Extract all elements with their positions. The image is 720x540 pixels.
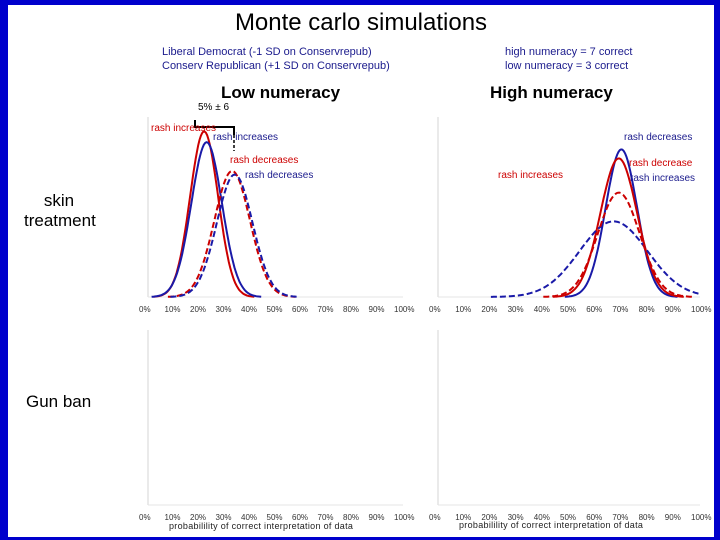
x-tick-label: 50%	[560, 513, 577, 522]
density-curve-panel1-series1	[552, 157, 684, 298]
legend-parties: Liberal Democrat (-1 SD on Conservrepub)…	[162, 45, 390, 73]
annotation-low-rash-increases-red: rash increases	[151, 123, 217, 134]
density-curve-panel1-series3	[543, 191, 694, 298]
x-tick-label: 20%	[481, 305, 498, 314]
annotation-low-rash-decreases-blue: rash decreases	[245, 170, 314, 181]
x-tick-label: 30%	[507, 513, 524, 522]
annotation-low-rash-decreases-red: rash decreases	[230, 155, 299, 166]
x-tick-label: 40%	[241, 305, 258, 314]
row-label-skin-treatment: skin treatment	[24, 191, 96, 231]
x-tick-label: 10%	[164, 513, 181, 522]
x-axis-label-left: probabilility of correct interpretation …	[169, 521, 354, 531]
x-tick-label: 0%	[429, 513, 441, 522]
x-tick-label: 10%	[455, 513, 472, 522]
x-tick-label: 80%	[343, 305, 360, 314]
x-axis-label-right: probabilility of correct interpretation …	[459, 520, 644, 530]
x-tick-label: 70%	[317, 513, 334, 522]
x-tick-label: 20%	[190, 305, 207, 314]
legend-high-numeracy: high numeracy = 7 correct	[505, 46, 633, 58]
x-tick-label: 60%	[586, 305, 603, 314]
panel-title-low-numeracy: Low numeracy	[221, 83, 341, 102]
legend-liberal-democrat: Liberal Democrat (-1 SD on Conservrepub)	[162, 46, 372, 58]
x-tick-label: 100%	[691, 513, 712, 522]
x-tick-label: 100%	[394, 305, 415, 314]
annotation-high-rash-decreases-blue: rash decreases	[624, 132, 693, 143]
difference-bracket	[194, 120, 235, 151]
x-tick-label: 0%	[139, 305, 151, 314]
x-tick-label: 10%	[164, 305, 181, 314]
x-tick-label: 40%	[241, 513, 258, 522]
x-tick-label: 80%	[343, 513, 360, 522]
x-tick-label: 100%	[394, 513, 415, 522]
density-curve-panel0-series1	[151, 141, 262, 298]
x-tick-label: 90%	[664, 305, 681, 314]
x-tick-label: 70%	[612, 305, 629, 314]
x-tick-label: 10%	[455, 305, 472, 314]
x-tick-label: 0%	[139, 513, 151, 522]
slide: Monte carlo simulations Liberal Democrat…	[8, 5, 714, 537]
annotation-high-rash-increases-red: rash increases	[498, 170, 564, 181]
x-tick-label: 20%	[481, 513, 498, 522]
x-tick-label: 60%	[586, 513, 603, 522]
slide-title: Monte carlo simulations	[234, 9, 488, 36]
row-label-skin: skin	[43, 191, 75, 210]
x-tick-label: 30%	[215, 305, 232, 314]
legend-low-numeracy: low numeracy = 3 correct	[505, 60, 629, 72]
x-tick-label: 20%	[190, 513, 207, 522]
x-tick-label: 80%	[638, 305, 655, 314]
density-curve-panel0-series3	[170, 173, 298, 298]
panel-title-high-numeracy: High numeracy	[490, 83, 613, 102]
x-tick-label: 30%	[215, 513, 232, 522]
x-tick-label: 60%	[292, 305, 309, 314]
row-label-gun-ban: Gun ban	[26, 392, 92, 411]
x-tick-label: 90%	[368, 513, 385, 522]
legend-conserv-republican: Conserv Republican (+1 SD on Conservrepu…	[162, 60, 390, 72]
x-tick-label: 100%	[691, 305, 712, 314]
density-curve-panel1-series0	[564, 148, 678, 298]
x-tick-label: 90%	[664, 513, 681, 522]
x-tick-label: 50%	[266, 305, 283, 314]
x-tick-label: 80%	[638, 513, 655, 522]
annotation-low-rash-increases-blue: rash increases	[213, 132, 279, 143]
row-label-treatment: treatment	[24, 211, 96, 230]
annotation-high-rash-increases-blue: rash increases	[630, 173, 696, 184]
x-tick-label: 40%	[533, 305, 550, 314]
x-tick-label: 60%	[292, 513, 309, 522]
legend-numeracy: high numeracy = 7 correct low numeracy =…	[505, 45, 632, 73]
density-curves	[151, 130, 700, 298]
density-curve-panel0-series2	[167, 170, 296, 298]
x-tick-label: 40%	[533, 513, 550, 522]
x-tick-label: 50%	[266, 513, 283, 522]
bracket-line	[194, 120, 235, 135]
bracket-label: 5% ± 6	[198, 102, 230, 113]
x-tick-label: 70%	[612, 513, 629, 522]
x-tick-label: 70%	[317, 305, 334, 314]
x-tick-label: 50%	[560, 305, 577, 314]
chart-svg	[147, 117, 700, 506]
x-tick-label: 30%	[507, 305, 524, 314]
density-curve-panel1-series2	[490, 220, 700, 298]
x-tick-label: 0%	[429, 305, 441, 314]
x-tick-label: 90%	[368, 305, 385, 314]
annotation-high-rash-decrease-red: rash decrease	[629, 158, 693, 169]
